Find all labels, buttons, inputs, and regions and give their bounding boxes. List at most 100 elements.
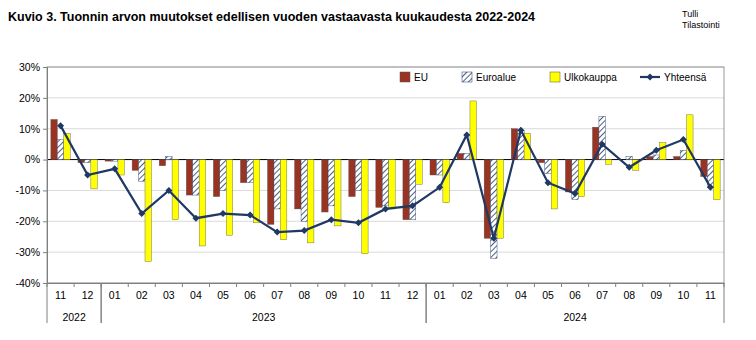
x-tick: 03: [488, 289, 500, 301]
marker: [517, 127, 524, 134]
bar: [193, 160, 199, 195]
x-tick-label: 10: [678, 289, 690, 301]
x-tick-label: 05: [542, 289, 554, 301]
grid: [47, 67, 724, 283]
bar: [240, 160, 246, 183]
bar: [362, 160, 368, 254]
x-tick-label: 01: [434, 289, 446, 301]
legend-swatch: [400, 72, 410, 82]
y-tick: 30%: [19, 61, 47, 73]
x-tick-mark: [615, 283, 616, 287]
bar: [57, 140, 63, 160]
group-separator: [101, 283, 102, 323]
group-separator: [426, 283, 427, 323]
x-tick: 07: [271, 289, 283, 301]
legend-label: Ulkokauppa: [564, 72, 617, 83]
x-tick-label: 11: [55, 289, 66, 301]
x-tick-label: 04: [190, 289, 202, 301]
grid-line: [47, 128, 724, 129]
marker: [436, 184, 443, 191]
x-tick-mark: [669, 283, 670, 287]
y-tick-mark: [43, 98, 47, 99]
x-tick-label: 11: [380, 289, 391, 301]
x-tick-mark: [344, 283, 345, 287]
marker: [680, 136, 687, 143]
group-label: 2022: [62, 311, 86, 323]
x-tick-label: 12: [407, 289, 419, 301]
marker: [653, 147, 660, 154]
chart: Kuvio 3. Tuonnin arvon muutokset edellis…: [0, 0, 756, 340]
x-tick-label: 06: [569, 289, 581, 301]
x-tick-label: 08: [298, 289, 310, 301]
y-tick: -20%: [15, 215, 47, 227]
x-tick: 11: [55, 289, 66, 301]
marker: [274, 229, 281, 236]
y-tick-label: -20%: [15, 215, 40, 227]
marker: [138, 210, 145, 217]
bar: [213, 160, 219, 197]
bar: [307, 160, 313, 243]
marker: [463, 131, 470, 138]
x-tick-mark: [371, 283, 372, 287]
y-tick-label: -30%: [15, 246, 40, 258]
bar: [599, 116, 605, 159]
bar: [253, 160, 259, 223]
marker: [57, 122, 64, 129]
grid-line: [47, 97, 724, 98]
x-tick-mark: [561, 283, 562, 287]
bar: [626, 156, 632, 159]
legend-background: [396, 69, 720, 85]
y-tick-mark: [43, 221, 47, 222]
group-label: 2023: [252, 311, 276, 323]
y-tick-mark: [43, 283, 47, 284]
y-axis-line: [43, 68, 48, 284]
x-tick: 05: [217, 289, 229, 301]
group-separator: [426, 283, 427, 323]
x-axis: 1112010203040506070809101112010203040506…: [48, 284, 725, 302]
plot-frame: [47, 67, 724, 283]
bar: [295, 160, 301, 209]
legend-label: EU: [414, 72, 428, 83]
bar: [335, 160, 341, 226]
bar: [491, 160, 497, 259]
marker: [247, 212, 254, 219]
bar: [572, 160, 578, 200]
y-tick-mark: [43, 129, 47, 130]
x-tick-label: 11: [705, 289, 716, 301]
x-tick-mark: [317, 283, 318, 287]
x-tick-mark: [453, 283, 454, 287]
x-tick: 05: [542, 289, 554, 301]
x-tick: 08: [623, 289, 635, 301]
bar: [409, 160, 415, 220]
x-separators: [47, 283, 724, 323]
bar: [376, 160, 382, 208]
y-tick-mark: [43, 160, 47, 161]
y-tick-mark: [43, 67, 47, 68]
x-tick: 10: [678, 289, 690, 301]
plot: -40%-30%-20%-10%0%10%20%30%1112010203040…: [15, 61, 724, 323]
bar: [497, 160, 503, 239]
y-tick-label: -10%: [15, 184, 40, 196]
x-tick: 02: [136, 289, 148, 301]
bar: [274, 160, 280, 209]
x-tick: 06: [244, 289, 256, 301]
bar: [355, 160, 361, 191]
marker: [111, 165, 118, 172]
x-tick-mark: [128, 283, 129, 287]
x-tick: 03: [163, 289, 175, 301]
bar-series: [57, 116, 713, 258]
x-tick-label: 04: [515, 289, 527, 301]
group-label: 2024: [563, 311, 587, 323]
x-tick-label: 03: [163, 289, 175, 301]
bar: [714, 160, 720, 200]
bar: [186, 160, 192, 195]
x-tick: 12: [407, 289, 419, 301]
bar: [159, 160, 165, 166]
bar: [166, 156, 172, 159]
x-tick: 11: [705, 289, 716, 301]
bar: [322, 160, 328, 212]
marker: [328, 216, 335, 223]
marker: [599, 141, 606, 148]
bar: [349, 160, 355, 197]
bar: [382, 160, 388, 206]
